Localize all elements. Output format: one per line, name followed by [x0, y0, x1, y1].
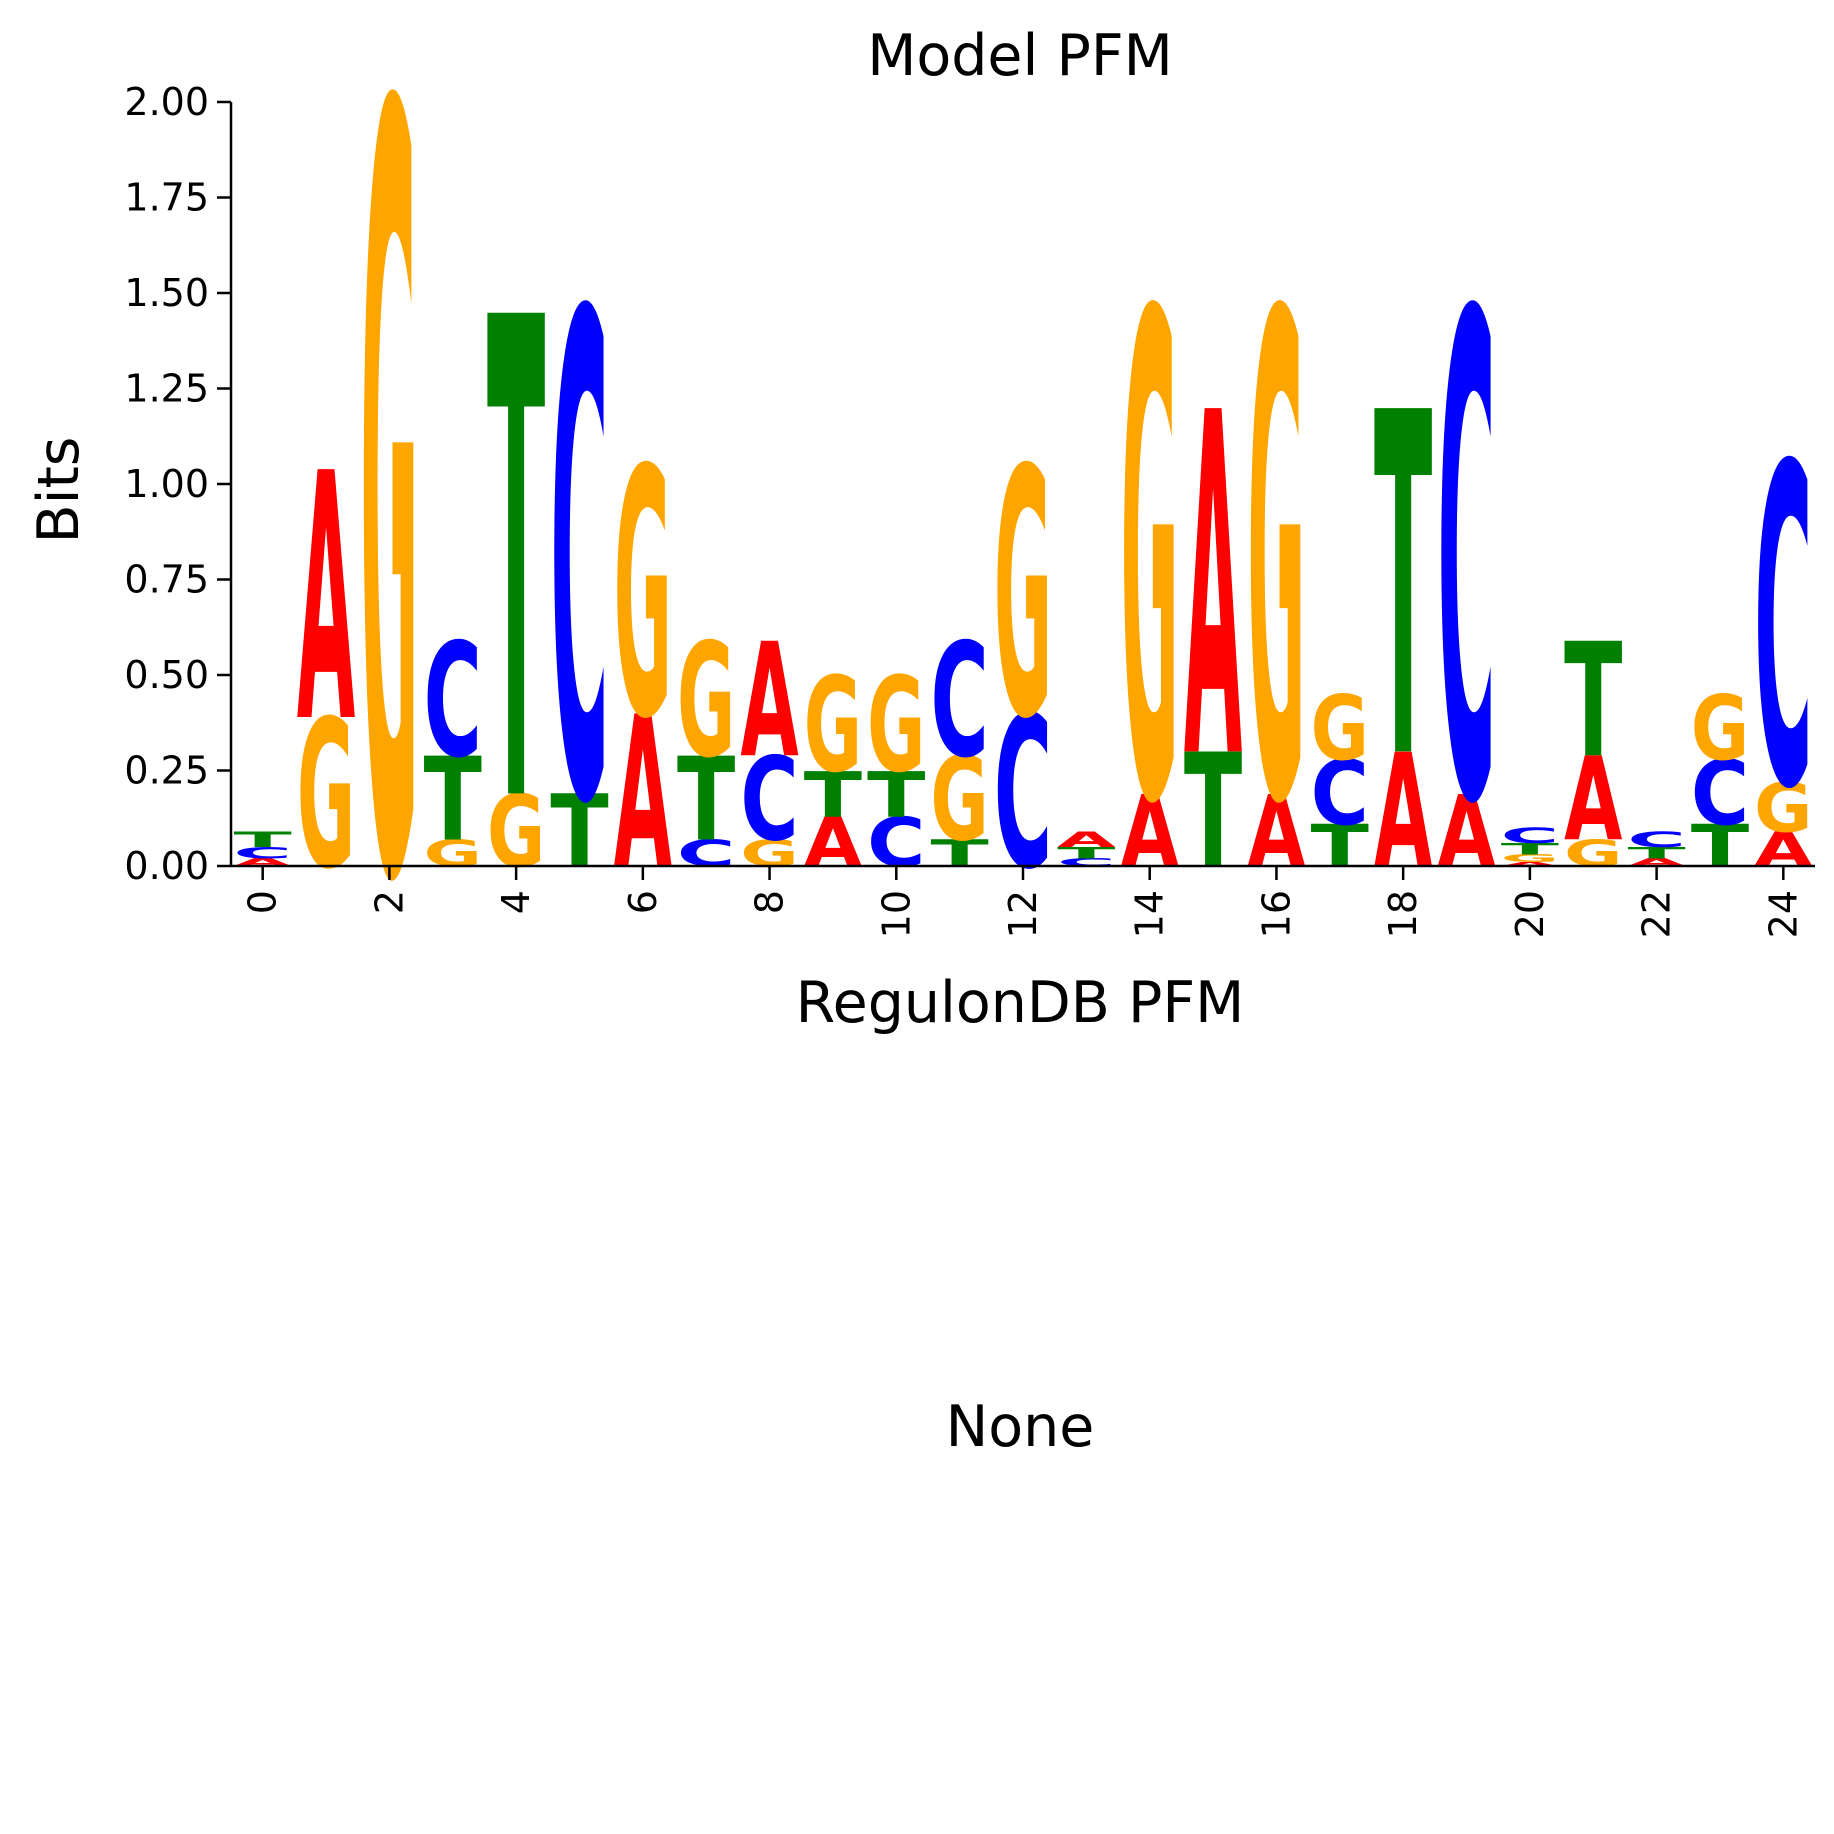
x-tick-label: 18	[1381, 890, 1425, 938]
logo-letter-t: T	[487, 182, 546, 949]
y-tick-label: 0.75	[124, 558, 209, 602]
x-tick-label: 6	[621, 890, 665, 914]
logo-letter-t: T	[1374, 314, 1433, 862]
logo-letter-c: C	[740, 733, 798, 867]
logo-letter-a: A	[297, 402, 355, 798]
y-tick-label: 1.00	[124, 462, 209, 506]
logo-letter-g: G	[1501, 852, 1559, 864]
logo-letter-g: G	[360, 0, 418, 1113]
x-tick-label: 14	[1128, 890, 1172, 938]
logo-letter-g: G	[424, 833, 482, 875]
x-tick-label: 0	[241, 890, 285, 914]
logo-letter-g: G	[804, 649, 862, 802]
logo-letter-c: C	[234, 844, 292, 862]
y-tick-label: 0.50	[124, 653, 209, 697]
logo-letter-c: C	[1311, 742, 1369, 845]
y-tick-label: 0.00	[124, 844, 209, 888]
y-tick-label: 2.00	[124, 80, 209, 124]
logo-letter-t: T	[1184, 721, 1242, 904]
logo-letter-a: A	[1057, 828, 1116, 852]
x-tick-label: 16	[1254, 890, 1298, 938]
empty-panel: None	[946, 1394, 1095, 1460]
chart-title: Model PFM	[867, 23, 1173, 89]
logo-letter-a: A	[1437, 774, 1495, 890]
logo-letter-a: A	[1184, 314, 1243, 863]
logo-letter-t: T	[804, 758, 862, 832]
logo-letter-a: A	[1501, 861, 1560, 867]
x-ticks: 0 2 4 6 8 10 12 14 16 18 20 22 24	[241, 866, 1805, 938]
logo-letter-c: C	[930, 611, 988, 793]
logo-letter-t: T	[424, 733, 482, 867]
logo-letter-t: T	[1501, 840, 1559, 858]
logo-letter-t: T	[1627, 844, 1685, 862]
logo-letter-t: T	[1564, 610, 1622, 793]
x-tick-label: 8	[748, 890, 792, 914]
x-tick-label: 10	[874, 890, 918, 938]
x-tick-label: 20	[1508, 890, 1552, 938]
logo-letter-g: G	[1311, 676, 1369, 780]
logo-letter-g: G	[1564, 833, 1622, 875]
x-tick-label: 4	[494, 890, 538, 914]
logo-letter-c: C	[677, 832, 735, 875]
logo-letter-t: T	[234, 827, 293, 852]
logo-letter-t: T	[930, 832, 988, 875]
logo-letter-g: G	[1121, 178, 1179, 951]
logo-letter-g: G	[614, 398, 672, 794]
logo-letter-g: G	[1754, 769, 1812, 848]
logo-letter-c: C	[1754, 376, 1812, 887]
y-tick-label: 1.25	[124, 367, 209, 411]
empty-panel-title: None	[946, 1394, 1095, 1460]
logo-letter-t: T	[1691, 813, 1750, 880]
x-axis-label: RegulonDB PFM	[796, 970, 1245, 1036]
logo-letter-g: G	[930, 732, 988, 867]
logo-letter-c: C	[1501, 824, 1559, 849]
logo-letter-a: A	[1564, 733, 1622, 867]
y-tick-label: 1.50	[124, 271, 209, 315]
logo-letter-g: G	[867, 649, 925, 802]
logo-letter-t: T	[550, 774, 608, 890]
logo-letter-t: T	[867, 758, 925, 832]
logo-panel: Model PFM Bits RegulonDB PFM ACT GA G GTCGT…	[26, 0, 1815, 1113]
x-tick-label: 2	[367, 890, 411, 914]
logo-letter-g: G	[1247, 178, 1305, 951]
x-tick-label: 12	[1001, 890, 1045, 938]
logo-letter-a: A	[804, 802, 863, 882]
logo-letter-g: G	[994, 398, 1052, 794]
x-tick-label: 24	[1761, 890, 1805, 938]
y-tick-label: 1.75	[124, 176, 209, 220]
logo-letter-g: G	[1691, 676, 1749, 780]
logo-letter-g: G	[297, 678, 355, 916]
y-ticks: 0.00 0.25 0.50 0.75 1.00 1.25 1.50 1.75 2.00	[124, 80, 231, 888]
logo-letter-c: C	[424, 611, 482, 793]
logo-letter-a: A	[740, 611, 798, 793]
y-axis-label: Bits	[26, 437, 92, 544]
logo-letter-c: C	[1437, 177, 1495, 951]
logo-letter-c: C	[550, 177, 608, 951]
logo-letter-t: T	[677, 733, 735, 867]
logo-letter-g: G	[677, 610, 735, 793]
logo-letter-t: T	[1311, 813, 1370, 880]
logo-letter-c: C	[1627, 827, 1685, 852]
logo-letter-c: C	[1691, 742, 1749, 845]
x-tick-label: 22	[1635, 890, 1679, 938]
logo-letter-t: T	[1057, 844, 1115, 862]
y-tick-label: 0.25	[124, 749, 209, 793]
